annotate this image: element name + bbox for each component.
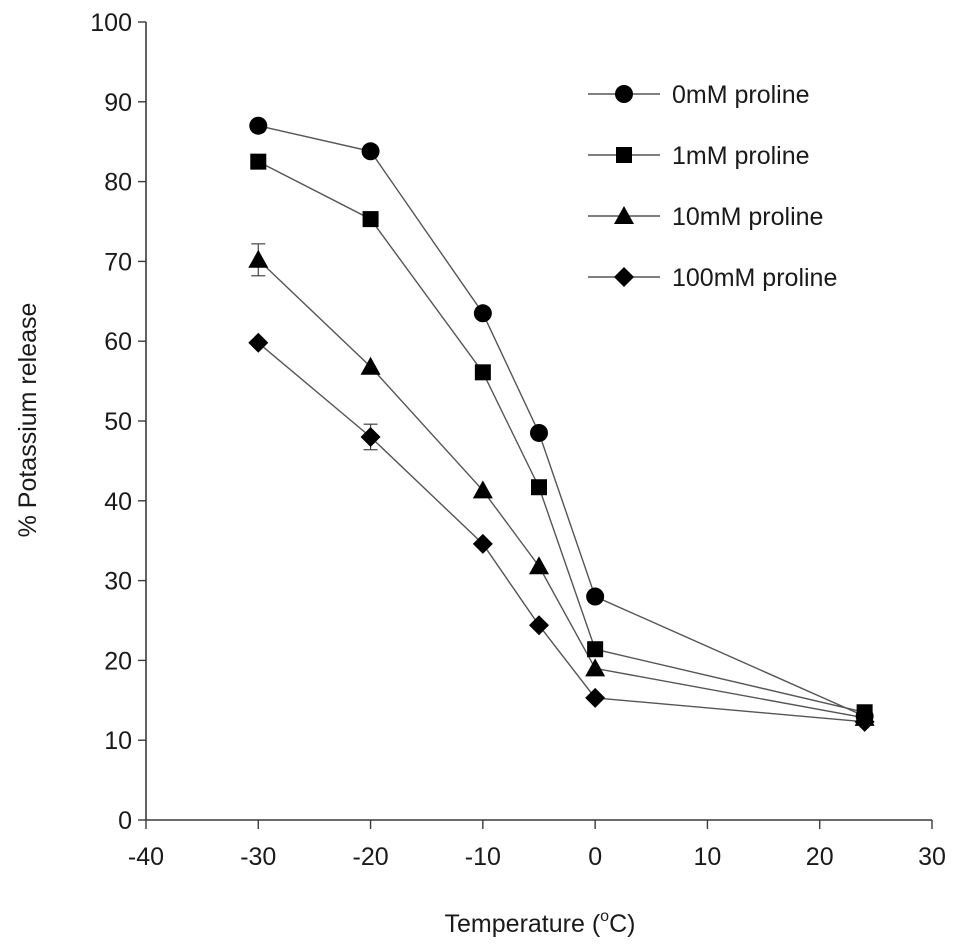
data-point — [250, 153, 267, 170]
x-axis-title-main: Temperature ( — [445, 910, 601, 938]
legend-label: 0mM proline — [672, 81, 810, 109]
x-tick-label: 10 — [694, 843, 722, 871]
legend-label: 1mM proline — [672, 142, 810, 170]
y-tick-label: 90 — [104, 89, 132, 117]
data-point — [585, 658, 606, 677]
x-tick-label: 0 — [588, 843, 602, 871]
legend-label: 10mM proline — [672, 203, 823, 231]
series-layer — [248, 116, 875, 732]
y-tick-label: 50 — [104, 408, 132, 436]
y-tick-label: 40 — [104, 488, 132, 516]
legend-item: 1mM proline — [588, 142, 810, 170]
y-tick-label: 100 — [90, 9, 132, 37]
data-point — [585, 687, 606, 708]
data-point — [361, 142, 380, 161]
axes: 0 10 20 30 40 50 60 70 80 90 100 -40 -30 -20 -10 0 10 20… — [90, 9, 946, 871]
series-line — [258, 125, 865, 717]
series-points — [248, 332, 875, 732]
x-tick-label: 20 — [806, 843, 834, 871]
data-point — [530, 423, 548, 442]
data-point — [474, 364, 491, 381]
series-line — [257, 342, 865, 723]
y-tick-label: 0 — [118, 807, 132, 835]
data-point — [472, 533, 493, 554]
x-tick-label: -30 — [240, 843, 276, 871]
y-axis-ticks: 0 10 20 30 40 50 60 70 80 90 100 — [90, 9, 146, 835]
data-point — [529, 615, 549, 636]
data-point — [472, 480, 493, 499]
data-point — [473, 304, 492, 323]
data-point — [529, 556, 549, 575]
x-tick-label: -10 — [465, 843, 501, 871]
y-tick-label: 10 — [104, 727, 132, 755]
series-line — [257, 259, 865, 719]
y-tick-label: 20 — [104, 647, 132, 675]
x-tick-label: 30 — [918, 843, 946, 871]
y-axis-title: % Potassium release — [14, 303, 42, 538]
data-point — [360, 356, 381, 375]
y-tick-label: 60 — [104, 328, 132, 356]
y-tick-label: 80 — [104, 169, 132, 197]
x-axis-title-tail: C) — [609, 910, 635, 938]
data-point — [360, 426, 381, 447]
legend-marker — [615, 85, 633, 103]
x-axis-ticks: -40 -30 -20 -10 0 10 20 30 — [128, 820, 946, 871]
legend-item: 10mM proline — [588, 203, 823, 231]
x-tick-label: -40 — [128, 843, 164, 871]
legend-marker — [614, 267, 634, 287]
legend-marker — [614, 206, 634, 224]
data-point — [362, 211, 379, 228]
y-tick-label: 30 — [104, 568, 132, 596]
data-point — [249, 116, 268, 135]
data-point — [587, 641, 604, 658]
data-point — [531, 479, 547, 496]
legend-label: 100mM proline — [672, 264, 837, 292]
legend: 0mM proline 1mM proline 10mM proline 100mM … — [588, 81, 837, 292]
legend-item: 100mM proline — [588, 264, 837, 292]
x-tick-label: -20 — [353, 843, 389, 871]
y-tick-label: 70 — [104, 248, 132, 276]
legend-marker — [616, 147, 632, 163]
x-axis-title: Temperature (oC) — [445, 908, 636, 938]
series-points — [250, 153, 873, 721]
data-point — [854, 711, 875, 732]
x-axis-title-sup: o — [600, 908, 609, 925]
data-point — [248, 332, 269, 353]
data-point — [248, 249, 269, 268]
series-line — [257, 161, 865, 713]
legend-item: 0mM proline — [588, 81, 810, 109]
data-point — [586, 587, 605, 606]
